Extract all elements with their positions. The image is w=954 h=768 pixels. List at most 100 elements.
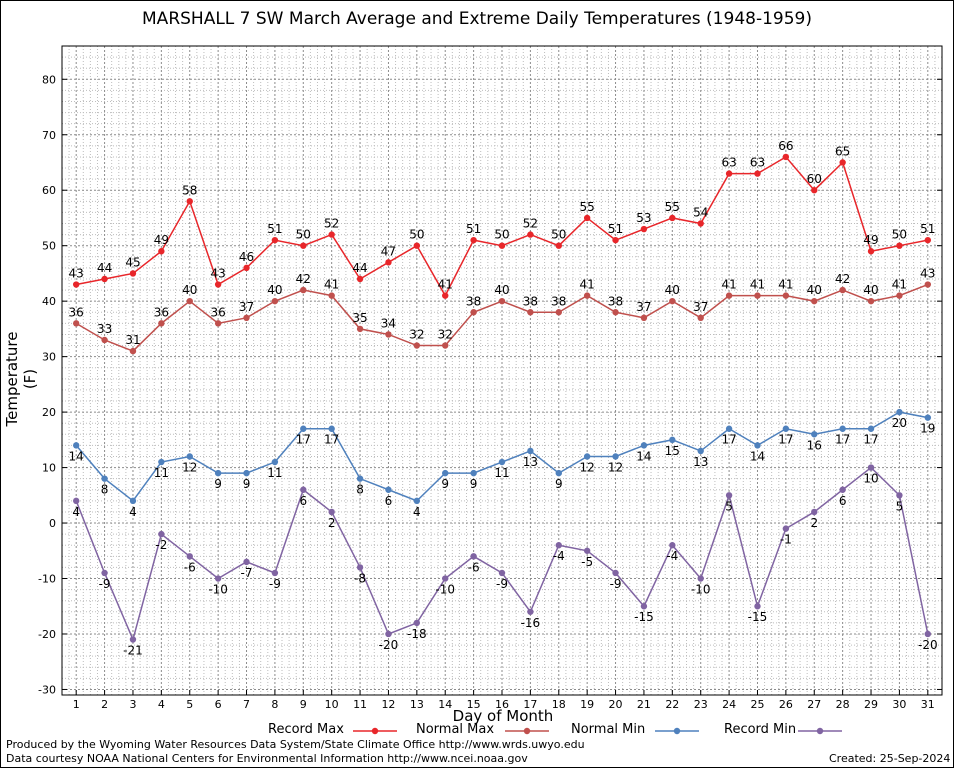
record-max-point (158, 248, 165, 255)
record-max-point (72, 281, 80, 288)
record-min-data-label: -20 (918, 638, 938, 652)
x-tick-label: 26 (779, 698, 793, 711)
x-tick-label: 27 (807, 698, 821, 711)
record-max-point (782, 153, 790, 161)
legend-label-normal-max: Normal Max (416, 722, 495, 737)
footer-data-courtesy: Data courtesy NOAA National Centers for … (6, 752, 528, 765)
record-max-point (271, 236, 279, 244)
normal-min-point (697, 447, 704, 455)
normal-min-point (243, 469, 250, 477)
record-max-point (583, 214, 591, 222)
record-min-point (300, 486, 307, 493)
normal-min-data-label: 17 (324, 433, 339, 447)
x-tick-label: 15 (467, 698, 481, 711)
normal-max-data-label: 35 (352, 311, 367, 325)
record-min-point (527, 608, 534, 615)
normal-min-data-label: 9 (441, 477, 449, 491)
normal-min-data-label: 16 (807, 438, 822, 452)
normal-min-data-label: 11 (267, 466, 282, 480)
record-max-point (129, 270, 137, 277)
normal-min-data-label: 17 (835, 433, 850, 447)
footer-produced-by: Produced by the Wyoming Water Resources … (6, 738, 585, 751)
normal-max-data-label: 38 (466, 294, 481, 308)
normal-min-point (328, 425, 335, 432)
normal-min-data-label: 14 (69, 449, 84, 463)
normal-min-point (640, 442, 648, 449)
normal-max-point (158, 320, 165, 327)
normal-max-data-label: 40 (807, 283, 822, 297)
normal-max-data-label: 41 (892, 278, 907, 292)
legend-label-normal-min: Normal Min (571, 722, 646, 737)
y-tick-label: 20 (42, 406, 56, 419)
y-tick-label: 40 (42, 295, 56, 308)
normal-min-data-label: 8 (101, 483, 109, 497)
normal-min-point (867, 425, 875, 432)
record-max-point (612, 236, 619, 244)
normal-min-data-label: 9 (243, 477, 251, 491)
record-max-data-label: 47 (381, 244, 396, 258)
record-max-data-label: 58 (182, 183, 197, 197)
record-min-data-label: -2 (155, 538, 167, 552)
normal-min-point (300, 425, 307, 432)
record-max-point (924, 236, 932, 244)
x-tick-label: 12 (381, 698, 395, 711)
record-min-point (243, 558, 250, 566)
record-min-point (754, 603, 761, 610)
record-min-point (385, 630, 392, 638)
record-min-point (413, 619, 421, 627)
record-max-point (640, 225, 648, 233)
normal-min-data-label: 6 (385, 494, 393, 508)
record-max-data-label: 41 (438, 278, 453, 292)
record-min-data-label: 2 (328, 516, 336, 530)
y-axis-label: Temperature (F) (3, 331, 39, 427)
x-tick-label: 19 (580, 698, 594, 711)
normal-max-point (697, 314, 704, 322)
normal-max-data-label: 40 (267, 283, 282, 297)
record-min-point (328, 508, 335, 516)
normal-max-data-label: 38 (523, 294, 538, 308)
record-min-data-label: -9 (269, 577, 281, 591)
record-min-point (129, 636, 137, 643)
record-max-point (328, 231, 335, 238)
record-max-data-label: 65 (835, 144, 850, 158)
record-min-data-label: -21 (123, 644, 143, 658)
y-tick-label: 30 (42, 351, 56, 364)
record-min-point (470, 553, 477, 560)
record-min-point (498, 569, 506, 577)
record-min-data-label: -9 (610, 577, 622, 591)
record-max-point (300, 242, 307, 249)
record-max-point (243, 264, 250, 272)
normal-max-point (583, 292, 591, 299)
normal-max-data-label: 37 (693, 300, 708, 314)
record-min-data-label: 10 (863, 472, 878, 486)
x-tick-label: 22 (665, 698, 679, 711)
record-min-point (214, 575, 222, 582)
normal-min-point (72, 442, 80, 449)
record-min-data-label: 5 (896, 499, 904, 513)
record-max-data-label: 51 (267, 222, 282, 236)
normal-min-data-label: 12 (182, 460, 197, 474)
normal-max-data-label: 41 (324, 278, 339, 292)
y-tick-label: 50 (42, 240, 56, 253)
normal-max-point (867, 297, 875, 305)
normal-max-point (811, 297, 818, 305)
normal-min-data-label: 17 (778, 433, 793, 447)
record-min-data-label: -4 (666, 549, 678, 563)
x-tick-label: 13 (410, 698, 424, 711)
record-min-data-label: -9 (496, 577, 508, 591)
record-min-data-label: 6 (839, 494, 847, 508)
x-tick-label: 20 (609, 698, 623, 711)
normal-min-point (442, 469, 449, 477)
normal-min-point (101, 475, 108, 482)
record-max-data-label: 63 (721, 156, 736, 170)
normal-max-point (555, 309, 562, 316)
y-tick-label: 60 (42, 184, 56, 197)
record-min-data-label: 5 (725, 499, 733, 513)
normal-max-point (924, 281, 932, 288)
normal-min-data-label: 4 (413, 505, 421, 519)
normal-max-point (243, 314, 250, 322)
normal-min-point (356, 475, 364, 482)
normal-max-point (725, 292, 733, 299)
normal-max-data-label: 36 (154, 305, 169, 319)
record-min-point (583, 547, 591, 554)
